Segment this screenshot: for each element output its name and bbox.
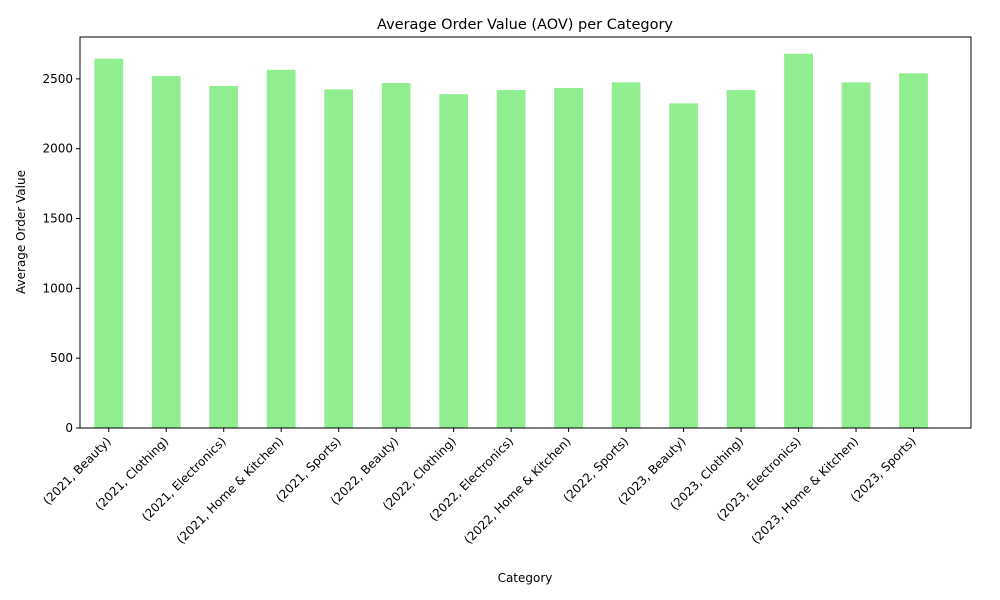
bar bbox=[94, 58, 124, 428]
x-tick-label: (2023, Home & Kitchen) bbox=[749, 434, 861, 546]
y-tick-label: 1500 bbox=[42, 212, 73, 226]
bar bbox=[899, 73, 928, 428]
y-axis-ticks: 0 500 1000 1500 2000 2500 bbox=[42, 72, 80, 435]
bars-group bbox=[94, 53, 928, 429]
y-tick-label: 2500 bbox=[42, 72, 73, 86]
bar bbox=[554, 87, 583, 428]
bar bbox=[611, 82, 641, 428]
bar bbox=[669, 103, 698, 428]
bar bbox=[784, 53, 813, 428]
y-tick-label: 0 bbox=[65, 421, 73, 435]
bar bbox=[266, 69, 296, 428]
chart-title: Average Order Value (AOV) per Category bbox=[377, 17, 673, 33]
bar bbox=[209, 85, 239, 429]
bar bbox=[324, 89, 354, 429]
bar bbox=[496, 90, 526, 428]
y-axis-label: Average Order Value bbox=[14, 170, 28, 294]
x-axis-ticks: (2021, Beauty)(2021, Clothing)(2021, Ele… bbox=[40, 428, 919, 547]
y-tick-label: 2000 bbox=[42, 142, 73, 156]
bar bbox=[439, 94, 469, 428]
x-tick-label: (2022, Home & Kitchen) bbox=[461, 434, 573, 546]
bar bbox=[151, 76, 181, 428]
bar bbox=[381, 83, 411, 428]
bar bbox=[841, 82, 871, 428]
x-tick-label: (2021, Home & Kitchen) bbox=[174, 434, 286, 546]
x-axis-label: Category bbox=[498, 571, 553, 585]
y-tick-label: 500 bbox=[50, 351, 73, 365]
bar bbox=[726, 90, 756, 428]
y-tick-label: 1000 bbox=[42, 281, 73, 295]
plot-frame bbox=[79, 36, 972, 429]
